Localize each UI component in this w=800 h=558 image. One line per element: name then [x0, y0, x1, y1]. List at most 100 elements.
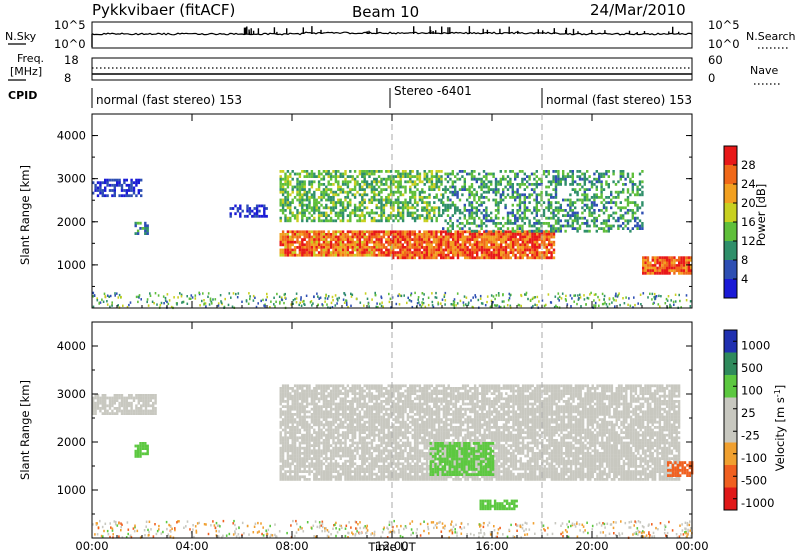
- power-cell: [493, 236, 495, 239]
- velocity-cell: [313, 439, 315, 442]
- power-cell: [414, 230, 416, 233]
- power-cell: [383, 183, 385, 186]
- power-cell: [461, 175, 463, 178]
- power-cell: [598, 209, 600, 212]
- power-cell: [491, 294, 493, 296]
- power-cell: [461, 222, 463, 225]
- power-cell: [619, 304, 621, 306]
- power-cell: [507, 236, 509, 239]
- velocity-cell: [97, 407, 99, 410]
- power-cell: [671, 256, 673, 259]
- velocity-cell: [311, 470, 313, 473]
- power-cell: [454, 236, 456, 239]
- velocity-cell: [320, 413, 322, 416]
- power-cell: [596, 170, 598, 173]
- power-cell: [330, 206, 332, 209]
- power-cell: [473, 212, 475, 215]
- power-cell: [344, 196, 346, 199]
- power-cell: [497, 183, 499, 186]
- power-cell: [414, 243, 416, 246]
- velocity-cell: [320, 452, 322, 455]
- power-cell: [340, 212, 342, 215]
- power-cell: [430, 236, 432, 239]
- velocity-cell: [352, 431, 354, 434]
- power-cell: [529, 241, 531, 244]
- power-cell: [416, 236, 418, 239]
- power-cell: [371, 196, 373, 199]
- velocity-cell: [340, 447, 342, 450]
- power-cell: [304, 254, 306, 257]
- power-cell: [392, 180, 394, 183]
- velocity-cell: [340, 465, 342, 468]
- velocity-cell: [328, 403, 330, 406]
- velocity-cell: [308, 457, 310, 460]
- power-cell: [508, 299, 510, 301]
- velocity-cell: [284, 400, 286, 403]
- power-cell: [473, 193, 475, 196]
- power-cell: [423, 241, 425, 244]
- power-cell: [538, 254, 540, 257]
- power-cell: [462, 243, 464, 246]
- velocity-cell: [347, 413, 349, 416]
- power-cell: [340, 254, 342, 257]
- power-cell: [591, 180, 593, 183]
- power-cell: [495, 183, 497, 186]
- velocity-cell: [323, 475, 325, 478]
- velocity-cell: [282, 468, 284, 471]
- power-cell: [308, 233, 310, 236]
- power-cell: [308, 243, 310, 246]
- power-cell: [603, 303, 605, 305]
- power-cell: [516, 225, 518, 228]
- power-cell: [338, 297, 340, 299]
- velocity-cell: [280, 475, 282, 478]
- velocity-cell: [301, 384, 303, 387]
- power-cell: [416, 246, 418, 249]
- velocity-cell: [344, 421, 346, 424]
- power-cell: [318, 219, 320, 222]
- power-cell: [624, 302, 626, 304]
- power-cell: [373, 246, 375, 249]
- power-cell: [579, 294, 581, 296]
- power-cell: [593, 209, 595, 212]
- velocity-cell: [287, 475, 289, 478]
- velocity-cell: [361, 429, 363, 432]
- power-cell: [332, 251, 334, 254]
- power-cell: [380, 214, 382, 217]
- power-cell: [620, 175, 622, 178]
- power-cell: [280, 186, 282, 189]
- velocity-cell: [296, 395, 298, 398]
- velocity-cell: [344, 436, 346, 439]
- power-cell: [468, 173, 470, 176]
- power-cell: [538, 256, 540, 259]
- velocity-cell: [349, 410, 351, 413]
- velocity-cell: [344, 403, 346, 406]
- velocity-cell: [294, 473, 296, 476]
- power-cell: [349, 180, 351, 183]
- velocity-cell: [292, 429, 294, 432]
- velocity-cell: [282, 436, 284, 439]
- power-cell: [629, 180, 631, 183]
- velocity-cell: [349, 416, 351, 419]
- velocity-cell: [349, 418, 351, 421]
- power-cell: [519, 201, 521, 204]
- power-cell: [435, 236, 437, 239]
- power-cell: [304, 191, 306, 194]
- power-cell: [435, 296, 437, 298]
- power-cell: [529, 236, 531, 239]
- velocity-cell: [340, 442, 342, 445]
- power-cell: [485, 173, 487, 176]
- power-cell: [664, 269, 666, 272]
- power-cell: [528, 183, 530, 186]
- power-cell: [361, 241, 363, 244]
- power-cell: [666, 267, 668, 270]
- power-cell: [557, 217, 559, 220]
- velocity-cell: [287, 457, 289, 460]
- power-cell: [580, 296, 582, 298]
- power-cell: [296, 254, 298, 257]
- power-cell: [445, 249, 447, 252]
- velocity-cell: [318, 449, 320, 452]
- power-cell: [359, 238, 361, 241]
- power-cell: [517, 256, 519, 259]
- power-cell: [287, 236, 289, 239]
- power-cell: [452, 246, 454, 249]
